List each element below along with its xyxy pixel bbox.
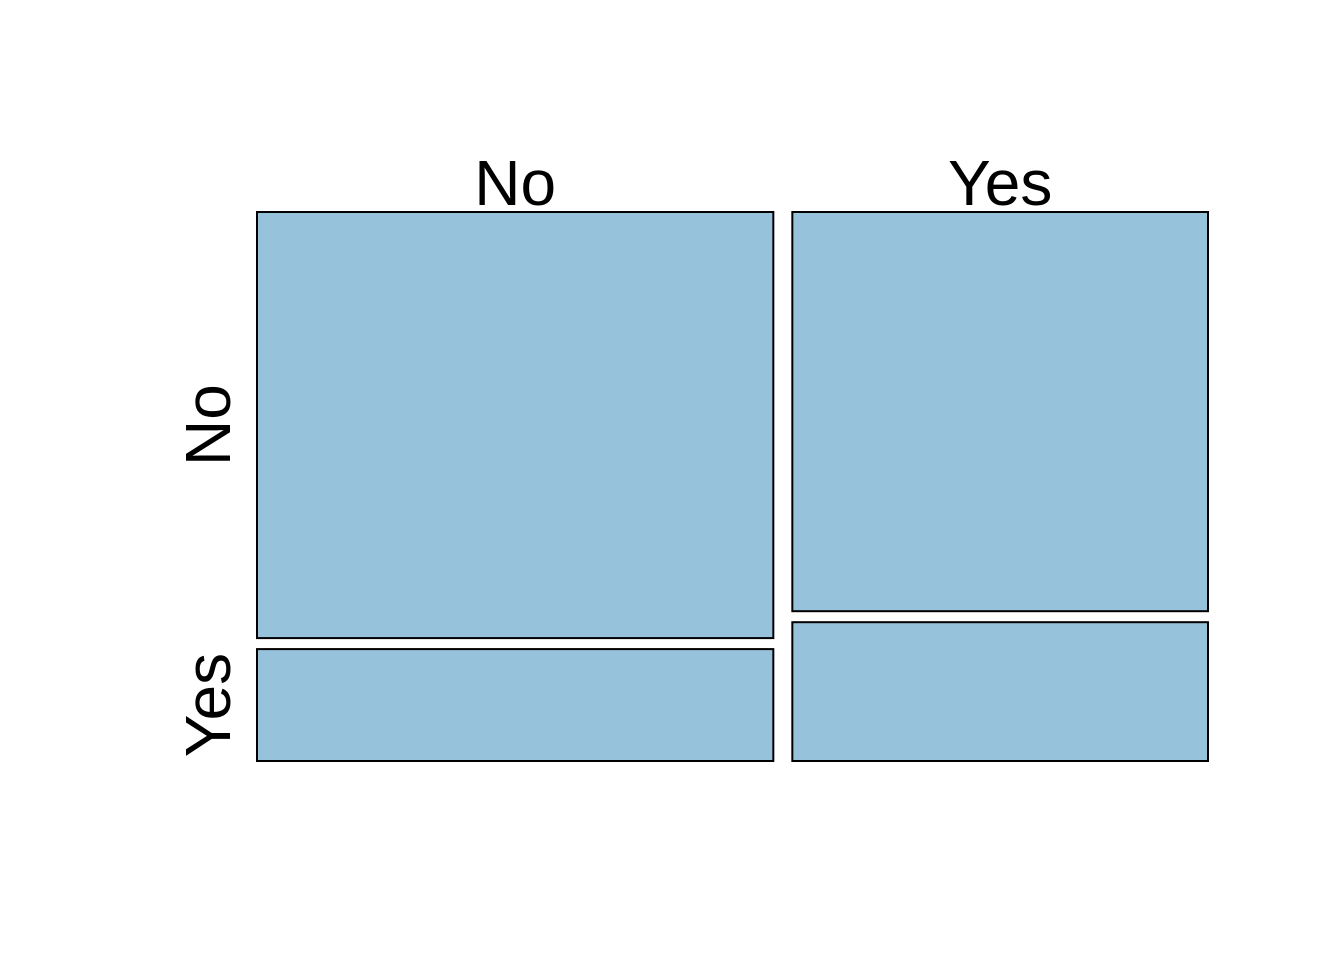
row-label-yes: Yes xyxy=(172,653,244,757)
column-label-no: No xyxy=(474,147,556,219)
column-labels: No Yes xyxy=(474,147,1052,219)
row-label-no: No xyxy=(172,384,244,466)
tile-yes-no xyxy=(791,211,1209,613)
tile-no-yes xyxy=(256,648,775,763)
tile-yes-yes xyxy=(791,621,1209,762)
tile-no-no xyxy=(256,211,775,640)
mosaic-tiles xyxy=(256,211,1209,763)
row-labels: No Yes xyxy=(172,384,244,757)
column-label-yes: Yes xyxy=(948,147,1052,219)
